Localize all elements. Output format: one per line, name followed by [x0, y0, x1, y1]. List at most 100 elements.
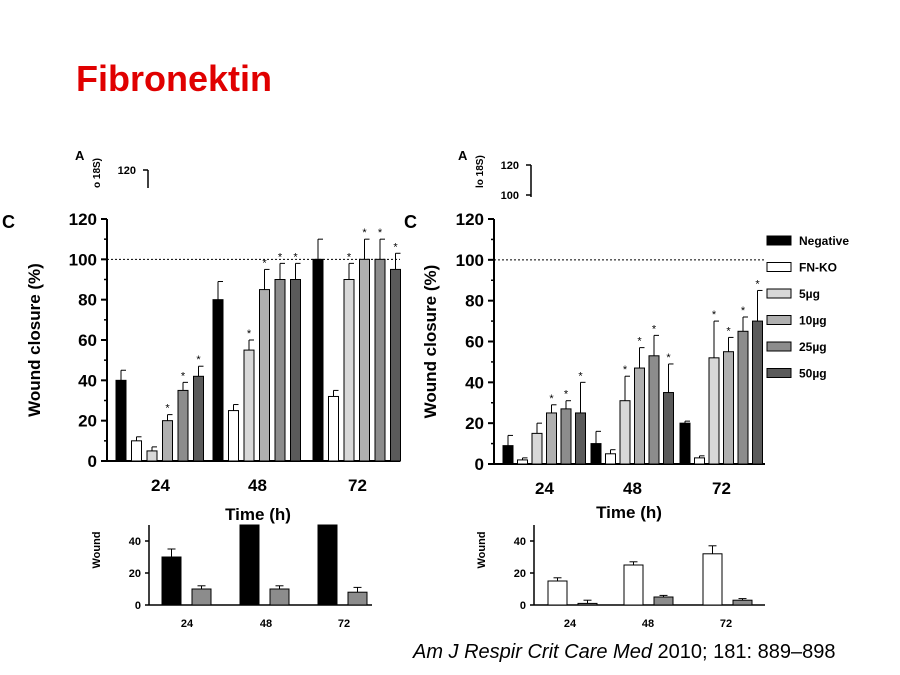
significance-star: *: [393, 241, 398, 253]
fragment-panel-letter: A: [75, 148, 85, 163]
bar: [517, 459, 528, 465]
significance-star: *: [726, 325, 731, 337]
x-tick-label: 72: [348, 476, 367, 495]
bar: [274, 279, 286, 462]
inset-bar: [623, 564, 644, 606]
bar: [619, 400, 631, 465]
bar: [752, 320, 763, 465]
bar: [390, 268, 401, 462]
bar: [162, 420, 173, 462]
legend-label: Negative: [799, 234, 849, 248]
inset-bar: [577, 602, 598, 606]
bar: [343, 279, 355, 462]
inset-bar: [269, 588, 290, 606]
significance-star: *: [623, 364, 628, 376]
legend-label: 5µg: [799, 287, 820, 301]
bar: [243, 349, 255, 462]
legend-label: 50µg: [799, 367, 827, 381]
inset-y-tick-label: 0: [520, 600, 526, 612]
y-tick-label: 80: [465, 292, 484, 311]
bar: [177, 389, 189, 462]
significance-star: *: [637, 336, 642, 348]
bar: [228, 410, 239, 462]
legend-swatch: [766, 288, 792, 299]
bar: [590, 443, 602, 465]
citation-details: 2010; 181: 889–898: [651, 641, 836, 663]
x-tick-label: 48: [248, 476, 267, 495]
significance-star: *: [362, 227, 367, 239]
panel-label: C: [404, 212, 417, 232]
y-tick-label: 60: [78, 331, 97, 350]
x-tick-label: 24: [151, 476, 170, 495]
legend-swatch: [766, 341, 792, 352]
inset-x-tick-label: 72: [720, 618, 732, 630]
y-tick-label: 60: [465, 333, 484, 352]
bar: [502, 445, 514, 465]
inset-x-tick-label: 48: [642, 618, 654, 630]
bar: [193, 375, 204, 462]
legend-swatch: [766, 235, 792, 246]
legend-label: 10µg: [799, 314, 827, 328]
significance-star: *: [247, 328, 252, 340]
y-tick-label: 0: [475, 455, 484, 474]
y-axis-label: Wound closure (%): [25, 263, 44, 417]
inset-x-tick-label: 24: [181, 618, 194, 630]
panel-label: C: [2, 212, 15, 232]
inset-y-axis-label: Wound: [91, 531, 103, 568]
y-tick-label: 100: [456, 251, 484, 270]
y-tick-label: 0: [88, 452, 97, 471]
inset-bar: [161, 556, 182, 606]
inset-y-tick-label: 40: [129, 536, 141, 548]
significance-star: *: [293, 251, 298, 263]
x-tick-label: 48: [623, 479, 642, 498]
bar: [312, 258, 324, 462]
bar: [694, 457, 705, 465]
fragment-panel-letter: A: [458, 148, 468, 163]
inset-y-tick-label: 20: [129, 568, 141, 580]
bar: [663, 392, 674, 465]
fragment-tick-label: 100: [501, 190, 519, 202]
bar: [648, 355, 660, 465]
bar: [146, 450, 158, 462]
significance-star: *: [741, 305, 746, 317]
y-tick-label: 40: [78, 371, 97, 390]
legend-label: FN-KO: [799, 261, 837, 275]
significance-star: *: [181, 370, 186, 382]
inset-bar: [317, 524, 338, 606]
significance-star: *: [549, 393, 554, 405]
x-axis-label: Time (h): [596, 503, 662, 522]
significance-star: *: [652, 323, 657, 335]
fragment-axis-text: lo 18S): [475, 155, 486, 188]
inset-bar: [732, 599, 753, 606]
bar: [131, 440, 142, 462]
bar: [708, 357, 720, 465]
significance-star: *: [666, 352, 671, 364]
significance-star: *: [578, 370, 583, 382]
bar: [679, 422, 691, 465]
significance-star: *: [278, 251, 283, 263]
inset-y-tick-label: 20: [514, 568, 526, 580]
bar: [634, 367, 645, 465]
y-tick-label: 20: [465, 414, 484, 433]
inset-bar: [191, 588, 212, 606]
inset-x-tick-label: 48: [260, 618, 272, 630]
bar: [328, 395, 339, 462]
legend-swatch: [766, 262, 792, 272]
x-tick-label: 24: [535, 479, 554, 498]
y-tick-label: 80: [78, 291, 97, 310]
y-tick-label: 120: [456, 210, 484, 229]
fragment-tick-label: 120: [118, 165, 136, 177]
slide-title: Fibronektin: [76, 58, 272, 99]
y-tick-label: 20: [78, 412, 97, 431]
bar: [737, 330, 749, 465]
significance-star: *: [347, 251, 352, 263]
bar: [546, 412, 557, 465]
legend-label: 25µg: [799, 340, 827, 354]
fragment-tick-label: 120: [501, 160, 519, 172]
bar: [259, 289, 270, 462]
citation: Am J Respir Crit Care Med 2010; 181: 889…: [413, 641, 835, 664]
inset-bar: [702, 553, 723, 606]
bar: [531, 432, 543, 465]
significance-star: *: [262, 257, 267, 269]
